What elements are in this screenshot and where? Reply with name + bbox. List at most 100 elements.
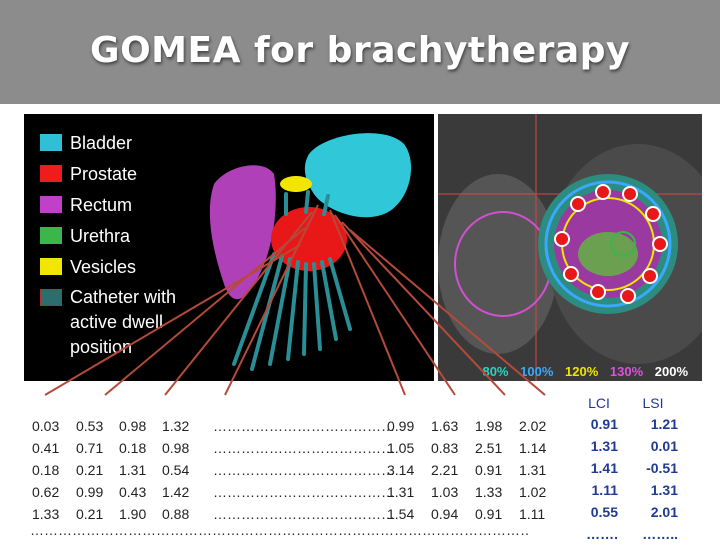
value-cell: 0.71 [76,440,104,456]
table-row: 1.05 0.83 2.51 1.14 [387,437,559,459]
legend-label: Catheter with active dwell position [70,287,177,357]
urethra-swatch [40,227,62,244]
value-cell: 0.54 [162,462,190,478]
legend-label: Urethra [70,226,131,246]
value-cell: 2.02 [519,418,547,434]
table-row: ………………………………… [213,459,395,481]
value-cell: 0.41 [32,440,60,456]
value-cell: 1.03 [431,484,459,500]
table-row: 0.18 0.21 1.31 0.54 [32,459,205,481]
vesicles-swatch [40,258,62,275]
table-row: ………………………………… [213,503,395,525]
value-cell: 0.21 [76,462,104,478]
catheter-swatch [40,289,62,306]
value-cell: 1.33 [32,506,60,522]
value-cell: 0.83 [431,440,459,456]
value-cell: 0.03 [32,418,60,434]
legend-label: Prostate [70,164,138,184]
table-row: 1.31 0.01 [572,435,680,457]
lci-header: LCI [588,395,610,411]
prostate-swatch [40,165,62,182]
lsi-value: 1.31 [650,482,678,498]
ellipsis: ………………………………… [213,484,395,500]
value-cell: 1.32 [162,418,190,434]
table-row: 0.91 1.21 [572,413,680,435]
lci-ellipsis: ……. [586,526,618,542]
lsi-value: -0.51 [646,460,678,476]
title-bar: GOMEA for brachytherapy [0,0,720,104]
lci-value: 1.41 [590,460,618,476]
mri-dose-image: 80% 100% 120% 130% 200% [438,114,702,381]
legend-item-catheter: Catheter with active dwell position [40,285,210,357]
value-cell: 1.42 [162,484,190,500]
ellipsis: ………………………………… [213,418,395,434]
isodose-100: 100% [520,364,554,379]
lsi-header: LSI [642,395,664,411]
legend-label: Bladder [70,133,133,153]
value-cell: 0.99 [76,484,104,500]
value-cell: 0.98 [119,418,147,434]
value-cell: 1.05 [387,440,415,456]
lci-value: 1.11 [591,482,618,498]
right-values-table: 0.99 1.63 1.98 2.02 1.05 0.83 2.51 1.14 … [387,415,559,525]
value-cell: 0.99 [387,418,415,434]
table-row: 0.41 0.71 0.18 0.98 [32,437,205,459]
value-cell: 1.02 [519,484,547,500]
legend-item-vesicles: Vesicles [40,254,210,285]
ellipsis: ………………………………… [213,506,395,522]
lci-value: 0.55 [590,504,618,520]
rectum-swatch [40,196,62,213]
value-cell: 0.91 [475,462,503,478]
value-cell: 0.18 [119,440,147,456]
value-cell: 1.14 [519,440,547,456]
table-row: 0.55 2.01 [572,501,680,523]
bladder-swatch [40,134,62,151]
ellipsis-column: ………………………………… ………………………………… ………………………………… [213,415,395,525]
legend-item-rectum: Rectum [40,192,210,223]
table-row: 1.33 0.21 1.90 0.88 [32,503,205,525]
value-cell: 0.94 [431,506,459,522]
table-row: 0.62 0.99 0.43 1.42 [32,481,205,503]
value-cell: 2.51 [475,440,503,456]
value-cell: 0.21 [76,506,104,522]
left-values-table: 0.03 0.53 0.98 1.32 0.41 0.71 0.18 0.98 … [32,415,205,525]
table-row: ………………………………… [213,437,395,459]
isodose-120: 120% [565,364,599,379]
dose-distribution-illustration [438,114,702,381]
value-cell: 0.91 [475,506,503,522]
bottom-ellipsis: …………………………………………………………………………………………………………… [30,522,530,538]
legend-item-bladder: Bladder [40,130,210,161]
value-cell: 1.63 [431,418,459,434]
isodose-130: 130% [609,364,644,379]
value-cell: 3.14 [387,462,415,478]
lsi-value: 0.01 [650,438,678,454]
value-cell: 1.98 [475,418,503,434]
isodose-80: 80% [482,364,509,379]
lsi-value: 1.21 [650,416,678,432]
ellipsis: ………………………………… [213,440,395,456]
legend-item-urethra: Urethra [40,223,210,254]
metrics-header-row: LCI LSI [572,393,680,413]
table-row: 1.41 -0.51 [572,457,680,479]
table-row: ………………………………… [213,415,395,437]
anatomy-3d-image: Bladder Prostate Rectum Urethra Vesicles… [24,114,434,381]
table-row: 1.54 0.94 0.91 1.11 [387,503,559,525]
lci-value: 1.31 [590,438,618,454]
value-cell: 1.31 [387,484,415,500]
table-row: ……. …….. [572,523,680,545]
structure-legend: Bladder Prostate Rectum Urethra Vesicles… [40,130,210,357]
table-row: 1.11 1.31 [572,479,680,501]
value-cell: 0.43 [119,484,147,500]
value-cell: 0.98 [162,440,190,456]
value-cell: 0.88 [162,506,190,522]
value-cell: 1.33 [475,484,503,500]
value-cell: 0.53 [76,418,104,434]
value-cell: 1.54 [387,506,415,522]
legend-item-prostate: Prostate [40,161,210,192]
legend-label: Vesicles [70,257,137,277]
value-cell: 2.21 [431,462,459,478]
isodose-legend: 80% 100% 120% 130% 200% [474,364,688,379]
ellipsis: ………………………………… [213,462,395,478]
table-row: 0.03 0.53 0.98 1.32 [32,415,205,437]
table-row: 0.99 1.63 1.98 2.02 [387,415,559,437]
